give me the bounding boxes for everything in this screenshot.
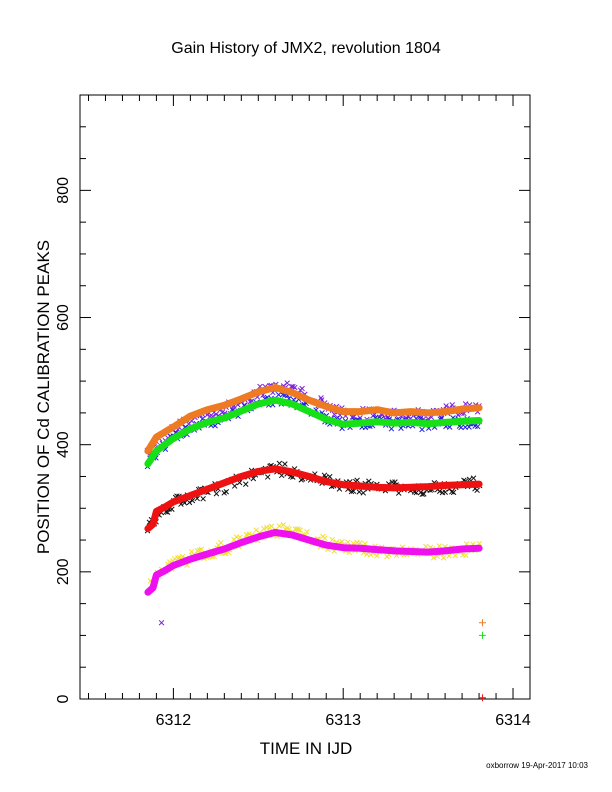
series-6 [144, 396, 483, 468]
data-point [421, 491, 427, 497]
data-point [423, 543, 429, 550]
data-point [478, 631, 486, 639]
data-point [171, 556, 178, 562]
axis-tick-labels: 6312 6313 6314 0 200 400 600 800 [55, 177, 531, 729]
series-line [144, 465, 483, 533]
series-line [144, 528, 483, 596]
data-point [231, 483, 238, 489]
data-point [299, 385, 305, 392]
series-11 [478, 694, 486, 702]
y-tick-label: 600 [55, 304, 72, 331]
data-point [357, 540, 363, 546]
data-point [348, 488, 355, 495]
data-point [419, 426, 425, 433]
data-point [474, 487, 480, 494]
data-point [200, 496, 206, 502]
data-point [186, 499, 193, 506]
data-point [413, 489, 420, 496]
data-point [470, 475, 477, 481]
data-point [436, 543, 443, 549]
data-point [329, 536, 336, 543]
series-8 [144, 528, 483, 596]
data-point [442, 489, 448, 495]
x-tick-label: 6314 [495, 712, 531, 729]
data-point [474, 423, 481, 430]
data-point [213, 490, 220, 497]
data-point [478, 619, 486, 627]
data-point [478, 694, 486, 702]
data-point [304, 529, 310, 535]
data-point [466, 424, 472, 430]
data-point [452, 552, 459, 559]
series-line [144, 384, 483, 455]
data-point [436, 488, 443, 495]
plot-frame [79, 94, 531, 700]
series-0 [144, 380, 482, 460]
axis-ticks [80, 94, 531, 700]
data-point [243, 481, 249, 487]
y-tick-label: 800 [55, 177, 72, 204]
data-point [295, 526, 302, 533]
data-point [297, 527, 303, 534]
data-point [339, 538, 345, 545]
footer-stamp: oxborrow 19-Apr-2017 10:03 [486, 761, 588, 770]
x-tick-label: 6313 [325, 712, 361, 729]
data-point [356, 489, 362, 495]
data-point [275, 391, 282, 398]
series-10 [478, 631, 486, 639]
data-point [164, 509, 171, 515]
data-point [395, 490, 402, 496]
data-point [354, 477, 360, 484]
data-series [144, 380, 486, 702]
data-point [450, 489, 457, 496]
data-point [392, 479, 398, 485]
y-tick-label: 0 [55, 694, 72, 703]
data-point [443, 403, 449, 409]
data-point [276, 523, 283, 529]
y-tick-label: 400 [55, 431, 72, 458]
data-point [419, 491, 425, 498]
y-tick-label: 200 [55, 558, 72, 585]
data-point [276, 460, 283, 467]
series-1 [158, 619, 165, 626]
series-7 [144, 465, 483, 533]
data-point [430, 555, 437, 561]
series-9 [478, 619, 486, 627]
data-point [327, 473, 333, 480]
series-line [144, 396, 483, 468]
data-point [282, 461, 288, 467]
data-point [264, 474, 271, 480]
chart-title: Gain History of JMX2, revolution 1804 [171, 40, 441, 57]
data-point [345, 539, 351, 546]
data-point [218, 539, 224, 546]
data-point [458, 424, 464, 431]
data-point [198, 546, 205, 552]
data-point [223, 488, 230, 495]
data-point [388, 426, 395, 432]
data-point [463, 552, 469, 559]
data-point [292, 384, 298, 391]
x-axis-label: TIME IN IJD [260, 739, 353, 758]
data-point [449, 489, 455, 495]
data-point [350, 488, 357, 494]
data-point [446, 553, 452, 559]
y-axis-label: POSITION OF Cd CALIBRATION PEAKS [34, 240, 53, 554]
data-point [349, 414, 355, 420]
data-point [253, 527, 259, 533]
data-point [322, 535, 328, 541]
data-point [360, 490, 367, 496]
series-5 [144, 384, 483, 455]
data-point [440, 555, 447, 561]
data-point [158, 619, 165, 626]
x-tick-label: 6312 [156, 712, 192, 729]
data-point [374, 553, 380, 559]
data-point [261, 525, 267, 532]
